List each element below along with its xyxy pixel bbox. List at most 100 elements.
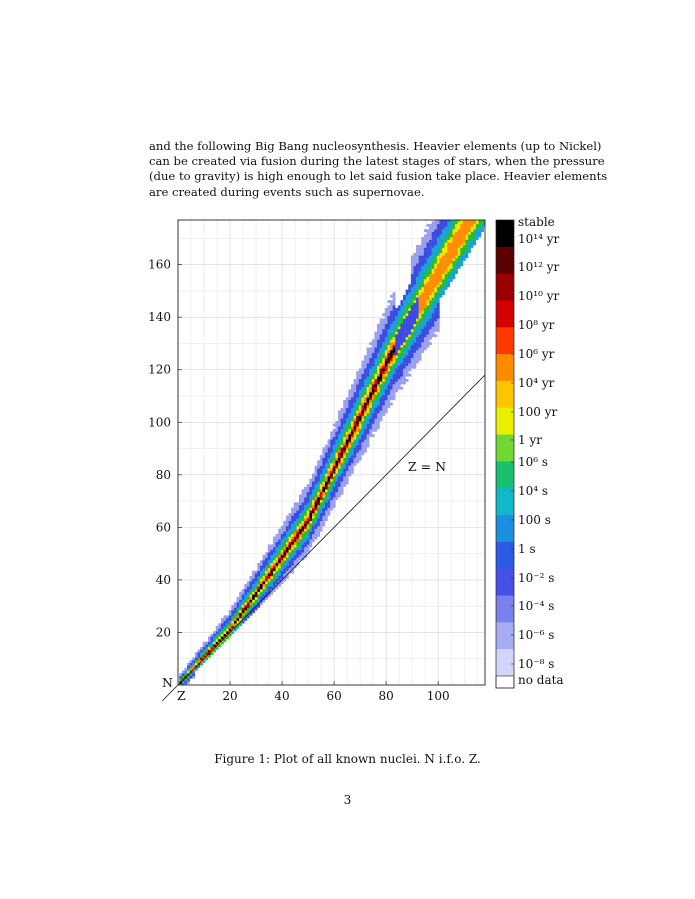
- nuclide-cell: [481, 187, 484, 190]
- nuclide-cell: [377, 329, 380, 332]
- nuclide-cell: [382, 336, 386, 340]
- nuclide-cell: [447, 279, 451, 282]
- nuclide-cell: [301, 507, 305, 511]
- nuclide-cell: [470, 234, 474, 238]
- nuclide-cell: [351, 431, 354, 435]
- nuclide-cell: [218, 644, 222, 648]
- nuclide-cell: [301, 494, 305, 498]
- nuclide-cell: [332, 428, 336, 432]
- nuclide-cell: [314, 473, 318, 477]
- nuclide-cell: [436, 223, 440, 227]
- nuclide-cell: [408, 336, 412, 340]
- nuclide-cell: [189, 673, 193, 677]
- nuclide-cell: [447, 242, 451, 246]
- nuclide-cell: [280, 570, 284, 574]
- nuclide-cell: [252, 573, 255, 577]
- nuclide-cell: [452, 200, 455, 203]
- nuclide-cell: [327, 486, 331, 490]
- nuclide-cell: [403, 326, 406, 330]
- nuclide-cell: [330, 431, 334, 435]
- nuclide-cell: [265, 573, 268, 577]
- nuclide-cell: [298, 531, 302, 535]
- legend-swatch: [496, 622, 514, 650]
- nuclide-cell: [442, 265, 445, 269]
- x-tick-label: 20: [222, 689, 237, 703]
- nuclide-cell: [353, 439, 357, 443]
- nuclide-cell: [309, 544, 313, 548]
- nuclide-cell: [327, 476, 331, 479]
- nuclide-cell: [291, 533, 294, 537]
- nuclide-cell: [429, 279, 432, 282]
- nuclide-cell: [275, 581, 279, 585]
- nuclide-cell: [400, 371, 404, 374]
- nuclide-cell: [436, 323, 440, 327]
- nuclide-cell: [298, 541, 302, 545]
- nuclide-cell: [449, 263, 453, 267]
- nuclide-cell: [364, 389, 367, 393]
- nuclide-cell: [395, 313, 399, 317]
- nuclide-cell: [465, 247, 469, 251]
- nuclide-cell: [371, 360, 375, 364]
- nuclide-cell: [369, 376, 373, 380]
- nuclide-cell: [306, 489, 310, 493]
- nuclide-cell: [327, 473, 331, 477]
- nuclide-cell: [311, 539, 315, 543]
- nuclide-cell: [410, 342, 414, 345]
- nuclide-cell: [431, 221, 435, 225]
- nuclide-cell: [481, 124, 484, 127]
- nuclide-cell: [262, 568, 266, 571]
- nuclide-cell: [358, 418, 362, 422]
- nuclide-cell: [481, 203, 484, 206]
- nuclide-cell: [309, 491, 313, 495]
- nuclide-cell: [369, 378, 373, 382]
- nuclide-cell: [478, 216, 481, 219]
- nuclide-cell: [228, 615, 232, 619]
- nuclide-cell: [421, 315, 425, 319]
- nuclide-cell: [410, 271, 414, 275]
- nuclide-cell: [301, 499, 305, 503]
- nuclide-cell: [348, 394, 352, 398]
- nuclide-cell: [345, 434, 349, 437]
- nuclide-cell: [463, 200, 466, 203]
- nuclide-cell: [416, 331, 419, 335]
- nuclide-cell: [473, 164, 476, 167]
- nuclide-cell: [275, 536, 279, 540]
- nuclide-cell: [324, 497, 328, 500]
- nuclide-cell: [358, 373, 362, 377]
- nuclide-cell: [455, 185, 458, 188]
- nuclide-cell: [351, 399, 354, 403]
- nuclide-cell: [476, 192, 479, 195]
- nuclide-cell: [434, 281, 438, 285]
- nuclide-cell: [241, 607, 245, 611]
- nuclide-cell: [445, 216, 448, 219]
- nuclide-cell: [358, 434, 362, 437]
- nuclide-cell: [338, 476, 341, 479]
- nuclide-cell: [351, 436, 354, 440]
- nuclide-cell: [259, 586, 263, 590]
- nuclide-cell: [272, 560, 276, 564]
- nuclide-cell: [465, 231, 469, 235]
- nuclide-cell: [455, 252, 458, 256]
- nuclide-cell: [353, 405, 357, 409]
- nuclide-cell: [296, 536, 300, 540]
- nuclide-cell: [369, 420, 373, 424]
- nuclide-cell: [338, 420, 341, 424]
- nuclide-cell: [353, 389, 357, 393]
- nuclide-cell: [442, 271, 445, 275]
- nuclide-cell: [473, 195, 476, 198]
- nuclide-cell: [384, 384, 388, 388]
- nuclide-cell: [379, 365, 383, 369]
- nuclide-cell: [452, 220, 456, 222]
- nuclide-cell: [416, 252, 419, 256]
- nuclide-cell: [403, 376, 406, 380]
- nuclide-cell: [377, 399, 380, 403]
- nuclide-cell: [416, 350, 419, 353]
- nuclide-cell: [416, 258, 419, 261]
- nuclide-cell: [364, 449, 367, 453]
- nuclide-cell: [463, 208, 466, 211]
- nuclide-cell: [455, 231, 458, 235]
- nuclide-cell: [460, 231, 464, 235]
- nuclide-cell: [340, 463, 344, 466]
- nuclide-cell: [465, 226, 469, 230]
- nuclide-cell: [317, 499, 320, 503]
